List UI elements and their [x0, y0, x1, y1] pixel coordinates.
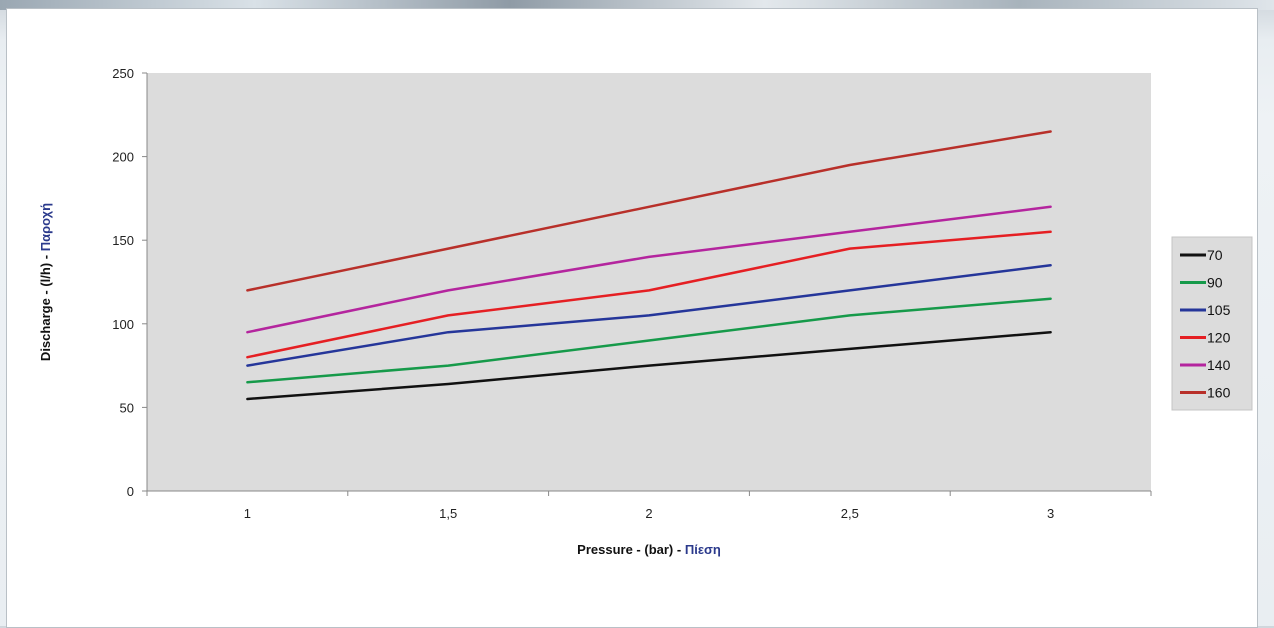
legend-label-140: 140: [1207, 357, 1231, 373]
legend-box: [1171, 236, 1253, 411]
x-tick-label: 2: [645, 506, 652, 521]
x-tick-label: 3: [1047, 506, 1054, 521]
legend-label-160: 160: [1207, 385, 1231, 401]
legend-label-90: 90: [1207, 275, 1223, 291]
series-line-105: [246, 264, 1052, 367]
x-axis-title: Pressure - (bar) - Πίεση: [577, 542, 721, 557]
x-axis-title-text: Pressure - (bar) -: [577, 542, 685, 557]
series-group: [246, 130, 1052, 401]
y-tick-label: 200: [112, 150, 134, 165]
series-line-160: [246, 130, 1052, 292]
x-tick-label: 1: [244, 506, 251, 521]
y-tick-label: 0: [127, 484, 134, 499]
series-line-70: [246, 330, 1052, 401]
y-axis-title-text: Discharge - (l/h) -: [38, 251, 53, 361]
y-tick-label: 50: [120, 400, 134, 415]
y-tick-label: 250: [112, 66, 134, 81]
y-tick-label: 150: [112, 233, 134, 248]
y-axis-title: Discharge - (l/h) - Παροχή: [38, 203, 53, 361]
legend: 70 90 105 120 140 160: [1171, 236, 1253, 411]
axes: 0 50 100 150 200 250 1 1,5 2 2,5 3: [112, 66, 1152, 521]
series-line-90: [246, 297, 1052, 384]
x-tick-label: 2,5: [841, 506, 859, 521]
legend-label-120: 120: [1207, 330, 1231, 346]
legend-label-105: 105: [1207, 302, 1231, 318]
x-axis-title-accent: Πίεση: [685, 542, 721, 557]
y-axis-title-accent: Παροχή: [38, 203, 53, 251]
y-tick-label: 100: [112, 317, 134, 332]
x-tick-label: 1,5: [439, 506, 457, 521]
legend-label-70: 70: [1207, 247, 1223, 263]
series-line-140: [246, 205, 1052, 334]
series-line-120: [246, 230, 1052, 359]
background-strip: [0, 0, 1274, 10]
plot-area: [147, 73, 1151, 491]
